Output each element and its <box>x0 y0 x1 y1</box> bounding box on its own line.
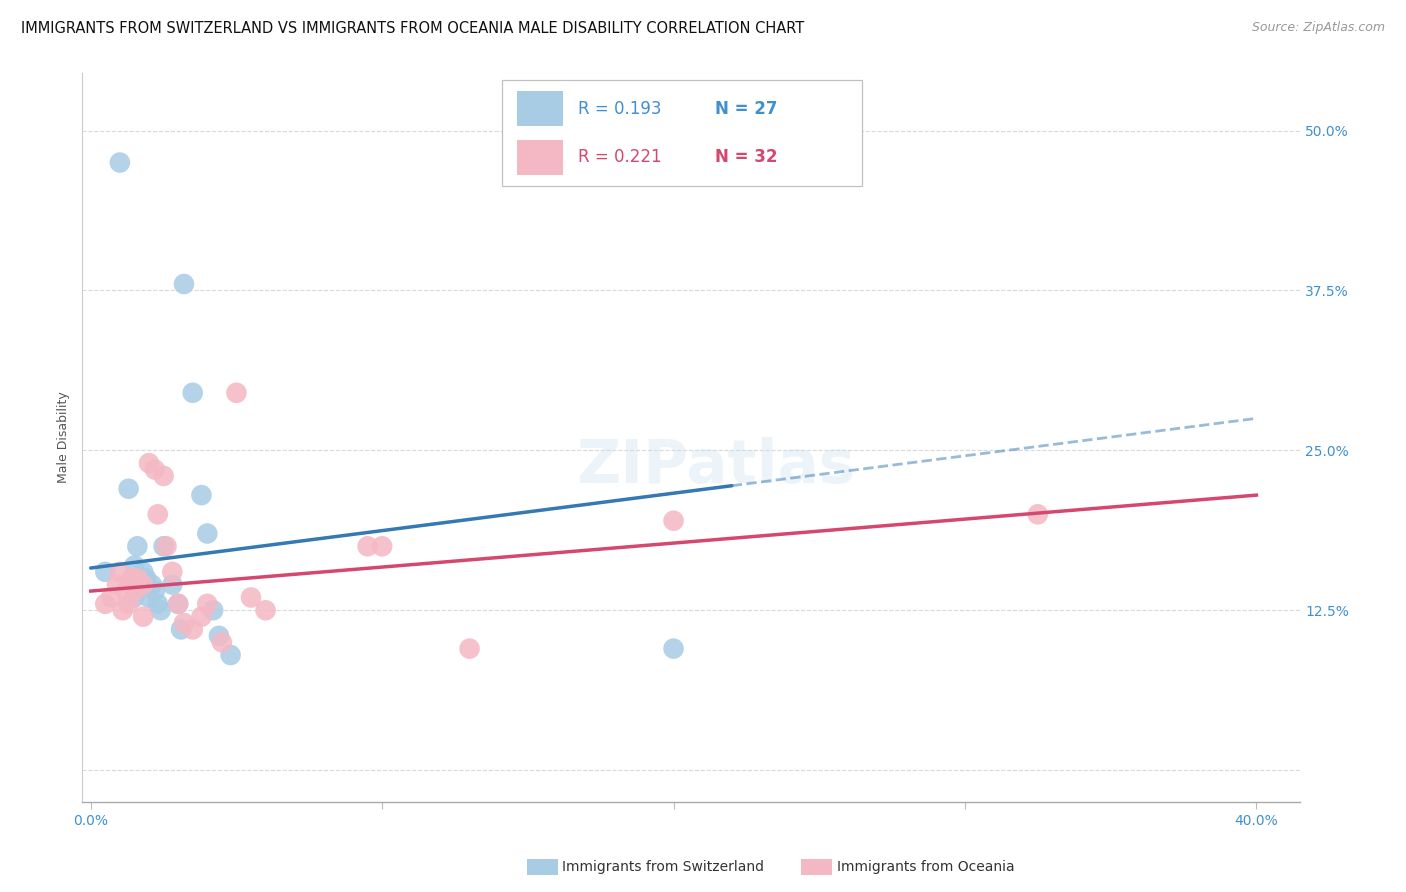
Text: Immigrants from Oceania: Immigrants from Oceania <box>837 860 1014 874</box>
Point <box>138 456 160 470</box>
Point <box>202 603 225 617</box>
Point <box>167 597 190 611</box>
Text: Source: ZipAtlas.com: Source: ZipAtlas.com <box>1251 21 1385 34</box>
Point <box>132 565 155 579</box>
Point <box>94 565 117 579</box>
Point <box>132 577 155 591</box>
Point <box>146 597 169 611</box>
Point <box>121 571 143 585</box>
Bar <box>517 140 564 175</box>
Point <box>111 603 134 617</box>
Point <box>152 539 174 553</box>
Point <box>254 603 277 617</box>
Point <box>662 641 685 656</box>
Point <box>124 591 146 605</box>
Point <box>371 539 394 553</box>
Text: R = 0.221: R = 0.221 <box>578 148 661 167</box>
Point <box>114 584 136 599</box>
Point <box>117 597 139 611</box>
Text: N = 27: N = 27 <box>716 100 778 118</box>
Point <box>162 577 184 591</box>
Text: IMMIGRANTS FROM SWITZERLAND VS IMMIGRANTS FROM OCEANIA MALE DISABILITY CORRELATI: IMMIGRANTS FROM SWITZERLAND VS IMMIGRANT… <box>21 21 804 36</box>
Point <box>219 648 242 662</box>
Bar <box>517 91 564 127</box>
Point <box>105 577 128 591</box>
Point <box>181 385 204 400</box>
Point <box>135 571 157 585</box>
Point <box>149 603 172 617</box>
Point <box>127 539 149 553</box>
Point <box>138 591 160 605</box>
Point <box>108 565 131 579</box>
Point <box>458 641 481 656</box>
Point <box>108 155 131 169</box>
Point <box>100 591 122 605</box>
Point <box>167 597 190 611</box>
Point <box>124 584 146 599</box>
Point <box>124 577 146 591</box>
Point <box>117 482 139 496</box>
Point <box>143 584 166 599</box>
Point <box>240 591 263 605</box>
Point <box>132 609 155 624</box>
Point <box>190 609 212 624</box>
Point <box>143 462 166 476</box>
Y-axis label: Male Disability: Male Disability <box>58 392 70 483</box>
Point <box>225 385 247 400</box>
Point <box>155 539 177 553</box>
Point <box>662 514 685 528</box>
Point <box>152 469 174 483</box>
Text: Immigrants from Switzerland: Immigrants from Switzerland <box>562 860 765 874</box>
FancyBboxPatch shape <box>502 80 862 186</box>
Point <box>141 577 163 591</box>
Point <box>1026 508 1049 522</box>
Point <box>356 539 378 553</box>
Point <box>170 623 193 637</box>
Point <box>173 277 195 291</box>
Point <box>124 558 146 573</box>
Point <box>208 629 231 643</box>
Point <box>173 615 195 630</box>
Point <box>181 623 204 637</box>
Text: N = 32: N = 32 <box>716 148 778 167</box>
Text: R = 0.193: R = 0.193 <box>578 100 661 118</box>
Point <box>190 488 212 502</box>
Point <box>129 577 152 591</box>
Point <box>195 526 218 541</box>
Text: ZIPatlas: ZIPatlas <box>576 437 855 496</box>
Point <box>127 571 149 585</box>
Point <box>211 635 233 649</box>
Point <box>195 597 218 611</box>
Point <box>146 508 169 522</box>
Point <box>162 565 184 579</box>
Point <box>94 597 117 611</box>
